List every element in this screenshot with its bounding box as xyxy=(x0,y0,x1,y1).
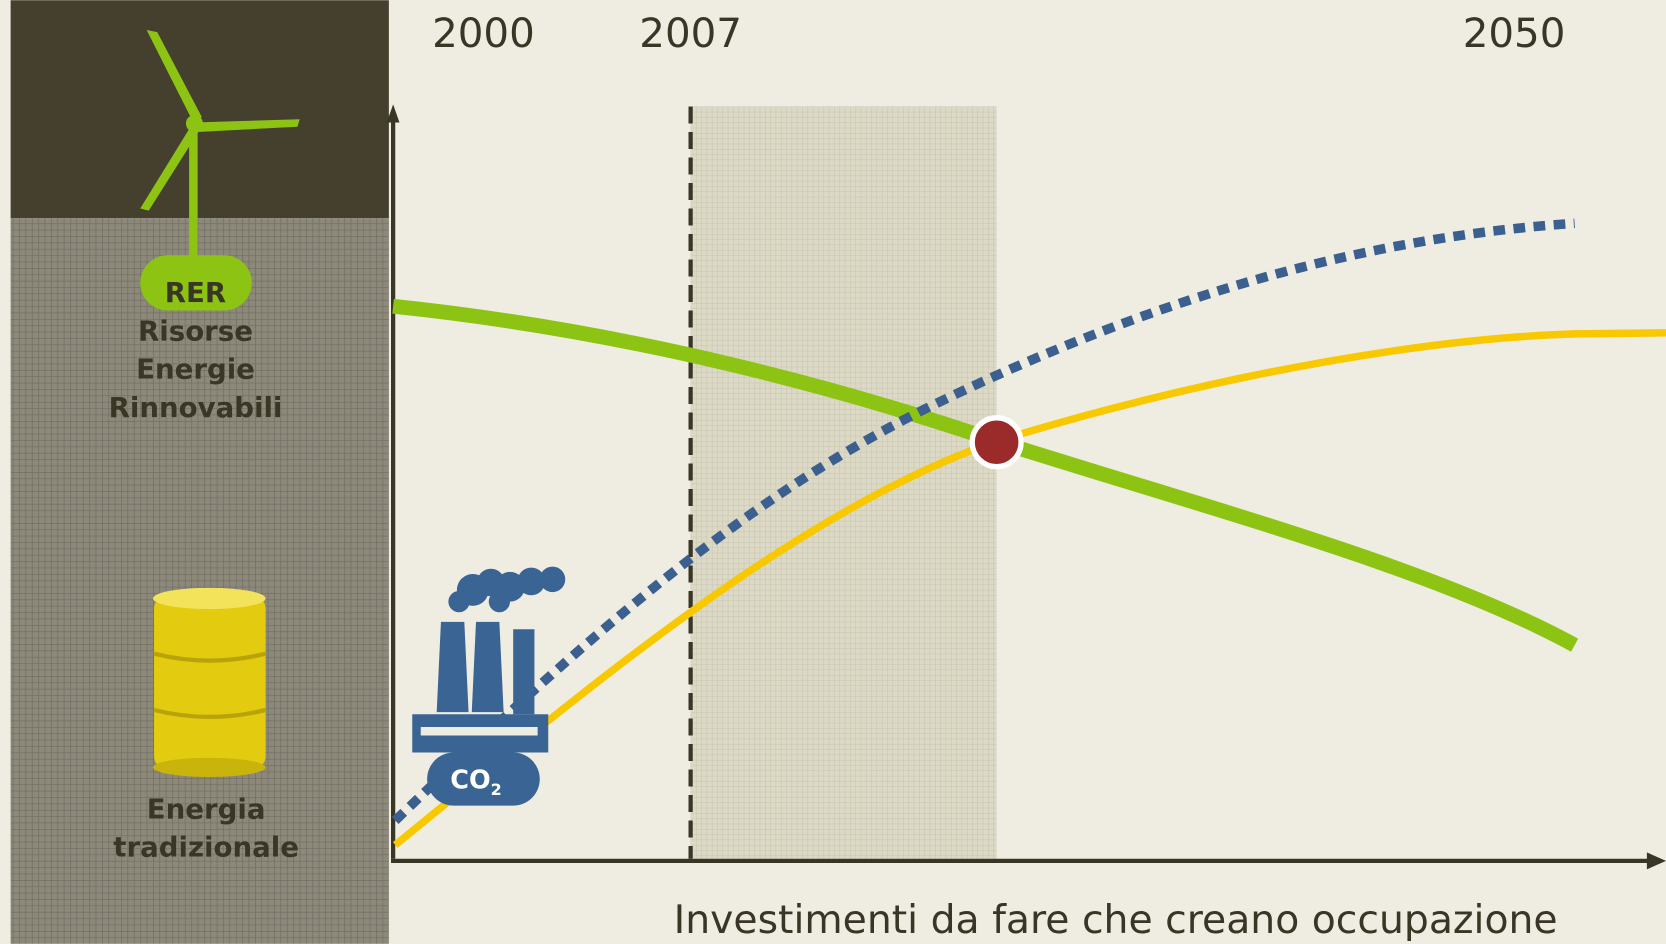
oil-barrel xyxy=(153,587,267,777)
renewables-line: Rinnovabili xyxy=(109,391,283,424)
year-label: 2050 xyxy=(1463,10,1566,57)
panel-top xyxy=(10,0,389,219)
renewables-line: Risorse xyxy=(138,314,253,347)
factory-window xyxy=(420,727,538,736)
traditional-line: tradizionale xyxy=(113,831,299,864)
x-arrow xyxy=(1646,852,1666,870)
renewables-line: Energie xyxy=(136,353,255,386)
caption: Investimenti da fare che creano occupazi… xyxy=(674,898,1558,943)
wind-turbine xyxy=(140,30,300,259)
blue-dotted-curve xyxy=(391,218,1575,824)
y-arrow xyxy=(386,104,400,123)
shaded-period xyxy=(690,106,997,859)
co2-label: CO2 xyxy=(450,766,502,799)
year-label: 2000 xyxy=(432,10,535,57)
intersection-point xyxy=(969,415,1024,470)
panel-bottom xyxy=(10,218,389,944)
factory-icon xyxy=(412,566,566,806)
traditional-line: Energia xyxy=(147,792,266,825)
rer-badge xyxy=(140,255,252,311)
co2-subscript: 2 xyxy=(491,780,502,799)
year-label: 2007 xyxy=(639,10,742,57)
co2-text: CO xyxy=(450,766,490,796)
rer-label: RER xyxy=(165,276,226,309)
